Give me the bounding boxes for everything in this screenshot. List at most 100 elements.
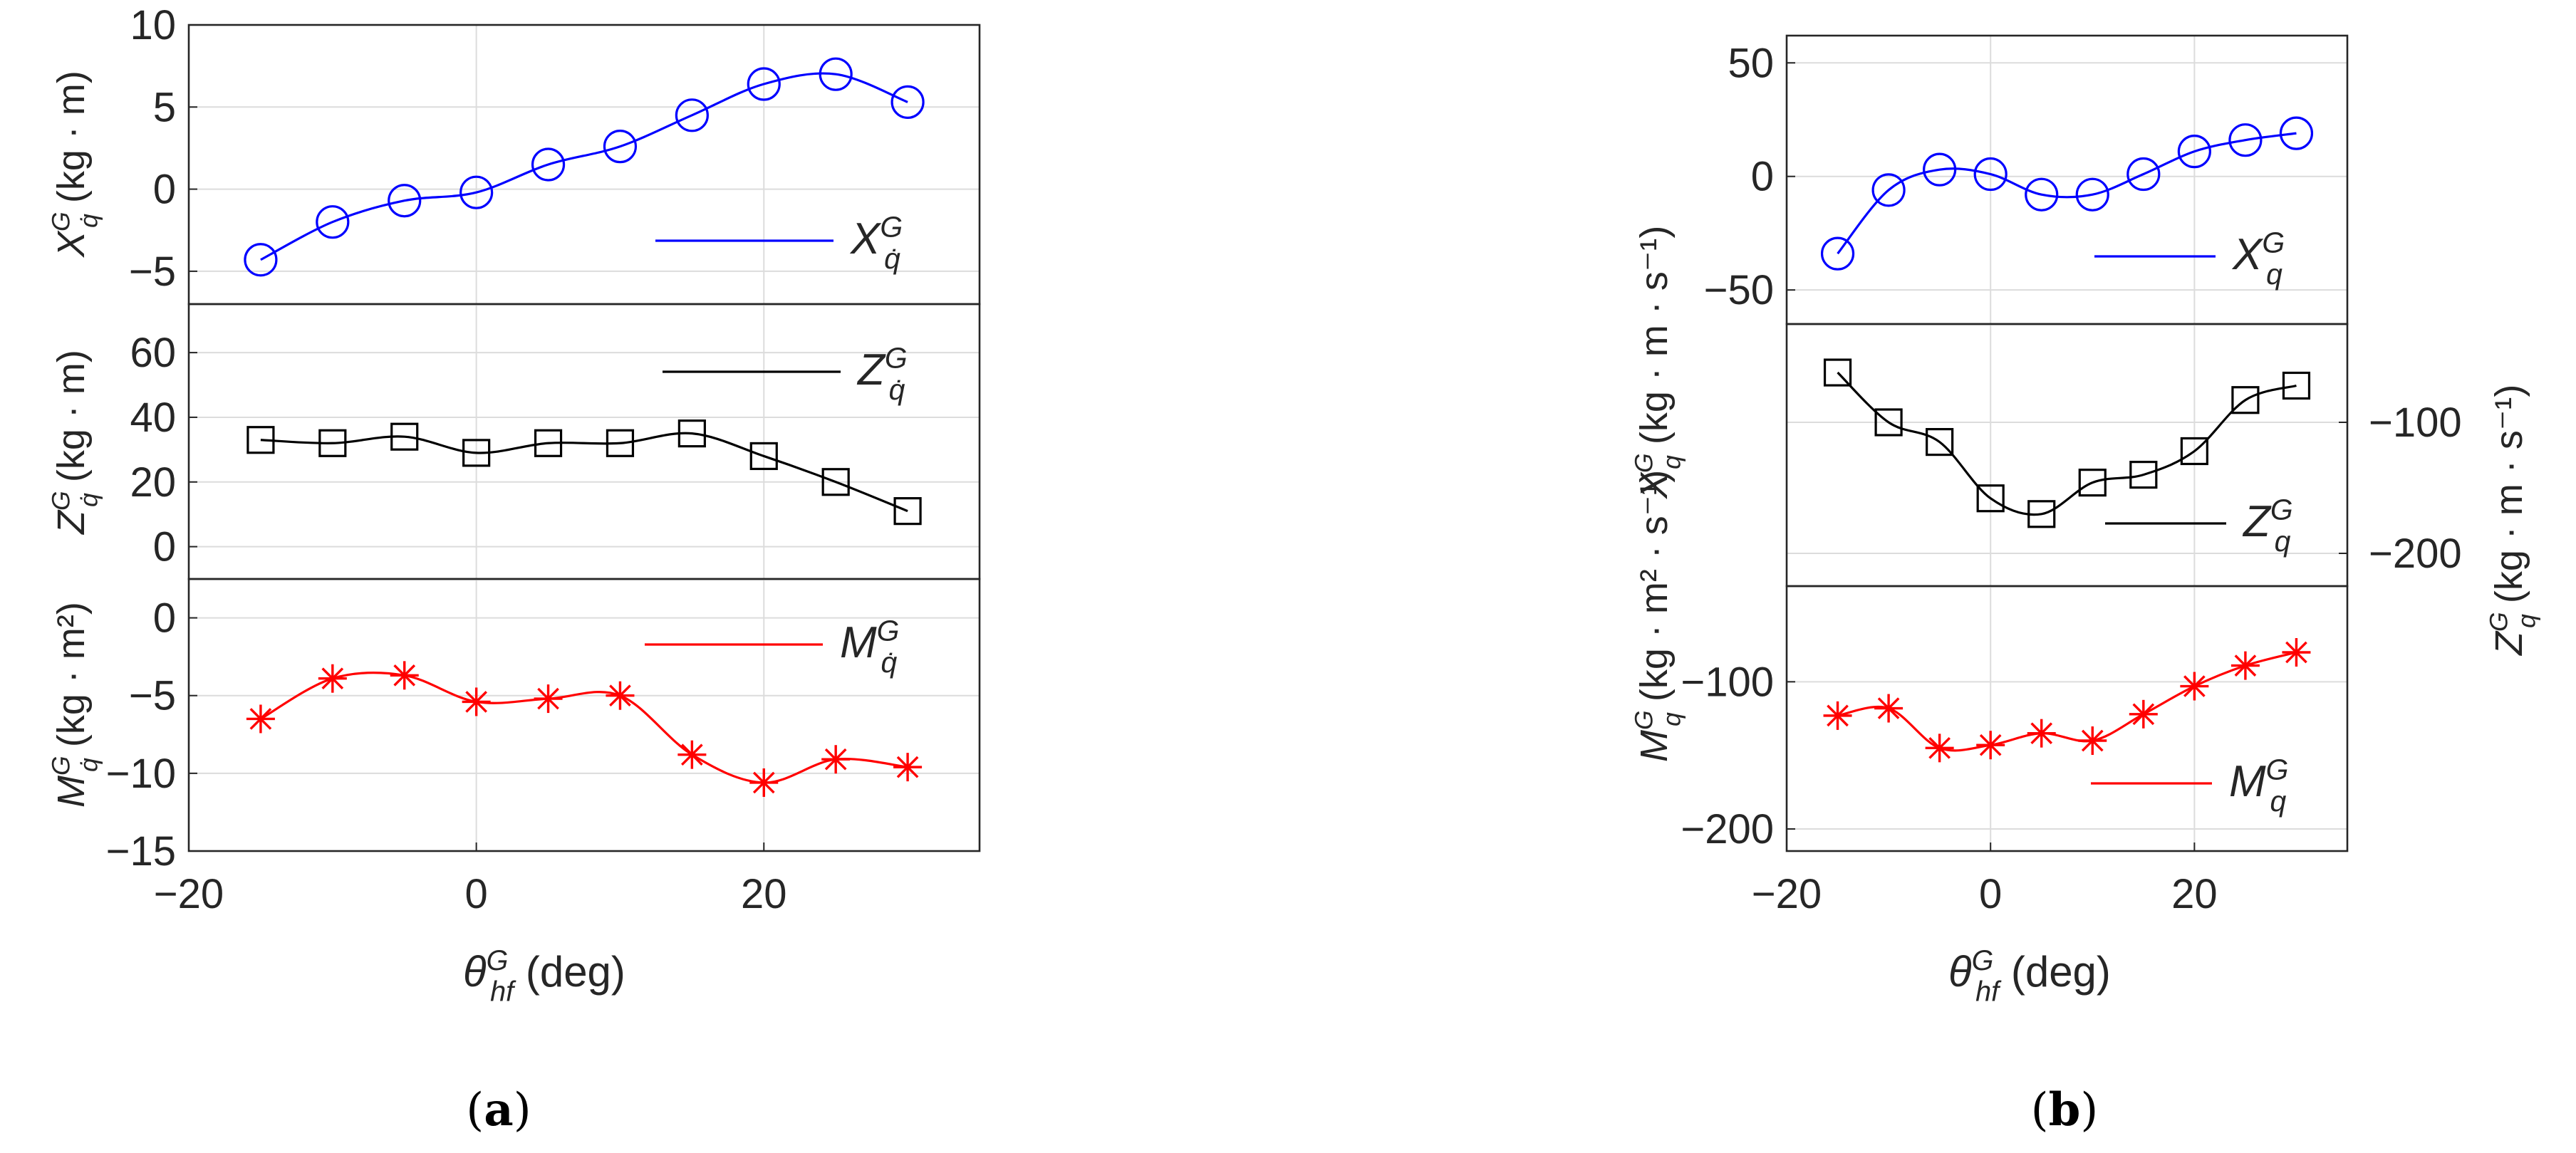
axes-frame [1785,323,2349,588]
data-point [677,419,706,448]
data-point [821,745,851,774]
data-point [749,442,778,471]
x-tick-label: 0 [1979,871,2002,917]
y-tick-label: −50 [1704,267,1774,313]
legend-label: XG q̇ [849,210,903,275]
x-tick-label: 20 [2171,871,2218,917]
data-point [1874,408,1903,437]
data-point [1923,152,1957,187]
y-axis-label-sup: G [2484,612,2513,632]
data-point-stroke [1827,704,1849,727]
data-point [246,704,275,734]
legend: XG q [2094,226,2285,291]
legend: MG q̇ [645,614,899,679]
y-tick-label: −10 [106,751,176,797]
y-tick-label: −200 [1681,806,1774,852]
legend-label-main: M [840,618,877,667]
data-point [890,85,925,119]
legend-label-sub: q̇ [889,373,905,406]
data-point [318,429,347,457]
x-axis-label-units: (deg) [1999,948,2111,996]
data-point-stroke [1928,736,1951,759]
data-point [675,98,709,132]
data-point [2027,500,2056,528]
y-axis-label: MGq (kg · m² · s⁻¹) [1629,470,1686,762]
legend-label-main: X [2231,230,2264,279]
series-line [1837,371,2297,516]
y-axis-label-sup: G [1629,710,1658,730]
data-point [749,768,779,797]
data-point [1874,694,1904,723]
data-point [2230,651,2260,680]
x-tick-label: −20 [154,871,224,917]
y-axis-label-units: (kg · m² · s⁻¹) [1633,470,1676,712]
data-point [459,175,494,209]
data-point [1973,157,2008,192]
data-point [316,205,350,239]
y-axis-label-sup: G [46,756,75,776]
x-axis-label: θG hf (deg) [463,945,625,1007]
legend-label: MG q [2229,753,2288,818]
data-point-stroke [609,684,631,707]
y-tick-label: 0 [153,167,176,213]
data-point [606,681,635,710]
data-point-stroke [249,708,272,730]
y-axis-label-sub: q̇ [74,214,103,228]
y-tick-label: 50 [1728,40,1774,86]
x-tick-label: 0 [465,871,488,917]
data-point [2126,157,2161,192]
data-point [2282,371,2311,400]
legend-label-sub: q̇ [881,646,897,679]
y-tick-label: −200 [2369,531,2462,577]
y-tick-label: 20 [130,459,176,506]
data-point [2177,135,2211,169]
y-tick-label: 5 [153,84,176,130]
panel-label-a-letter: a [484,1083,513,1137]
data-point [2129,460,2158,489]
series-line [260,432,908,513]
axes-frame [187,578,981,852]
data-point-stroke [321,667,344,690]
x-axis-label-units: (deg) [514,948,625,996]
x-axis-label-sup: G [1972,945,1994,976]
data-point-stroke [2030,722,2053,745]
data-point [1926,427,1954,456]
legend-label-sub: q [2270,785,2286,818]
data-point [390,422,419,451]
y-tick-label: −100 [2369,400,2462,446]
y-axis-label: ZGq (kg · m · s⁻¹) [2484,385,2540,657]
data-point [244,243,278,277]
data-point-stroke [2234,654,2257,677]
data-point [2025,177,2059,212]
series-line [1837,651,2297,752]
data-point [318,664,347,693]
data-point [821,468,850,496]
y-axis-label-sub: q̇ [74,493,103,507]
legend-label-main: X [849,214,882,264]
data-point [603,130,638,164]
data-point-stroke [1979,734,2002,756]
y-tick-label: 0 [153,524,176,570]
y-axis-label: MGq̇ (kg · m²) [46,602,103,808]
y-axis-label-units: (kg · m) [50,350,93,493]
legend-label-main: Z [856,345,886,395]
data-point [2228,123,2263,157]
data-point [390,661,419,690]
y-tick-label: −5 [129,673,176,719]
y-axis-label-sub: q [1657,455,1686,469]
data-point [462,687,491,716]
y-tick-label: −15 [106,828,176,875]
legend-label: MG q̇ [840,614,899,679]
legend: XG q̇ [655,210,903,275]
y-axis-label-sup: G [1629,453,1658,473]
data-point [1871,173,1906,207]
data-point [246,426,275,454]
